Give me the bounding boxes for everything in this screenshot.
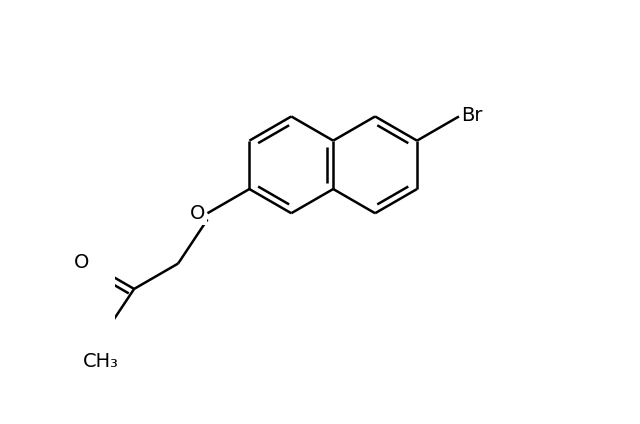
Text: O: O — [74, 253, 89, 272]
Text: Br: Br — [461, 106, 483, 125]
Text: O: O — [190, 204, 205, 223]
Text: CH₃: CH₃ — [83, 351, 118, 371]
